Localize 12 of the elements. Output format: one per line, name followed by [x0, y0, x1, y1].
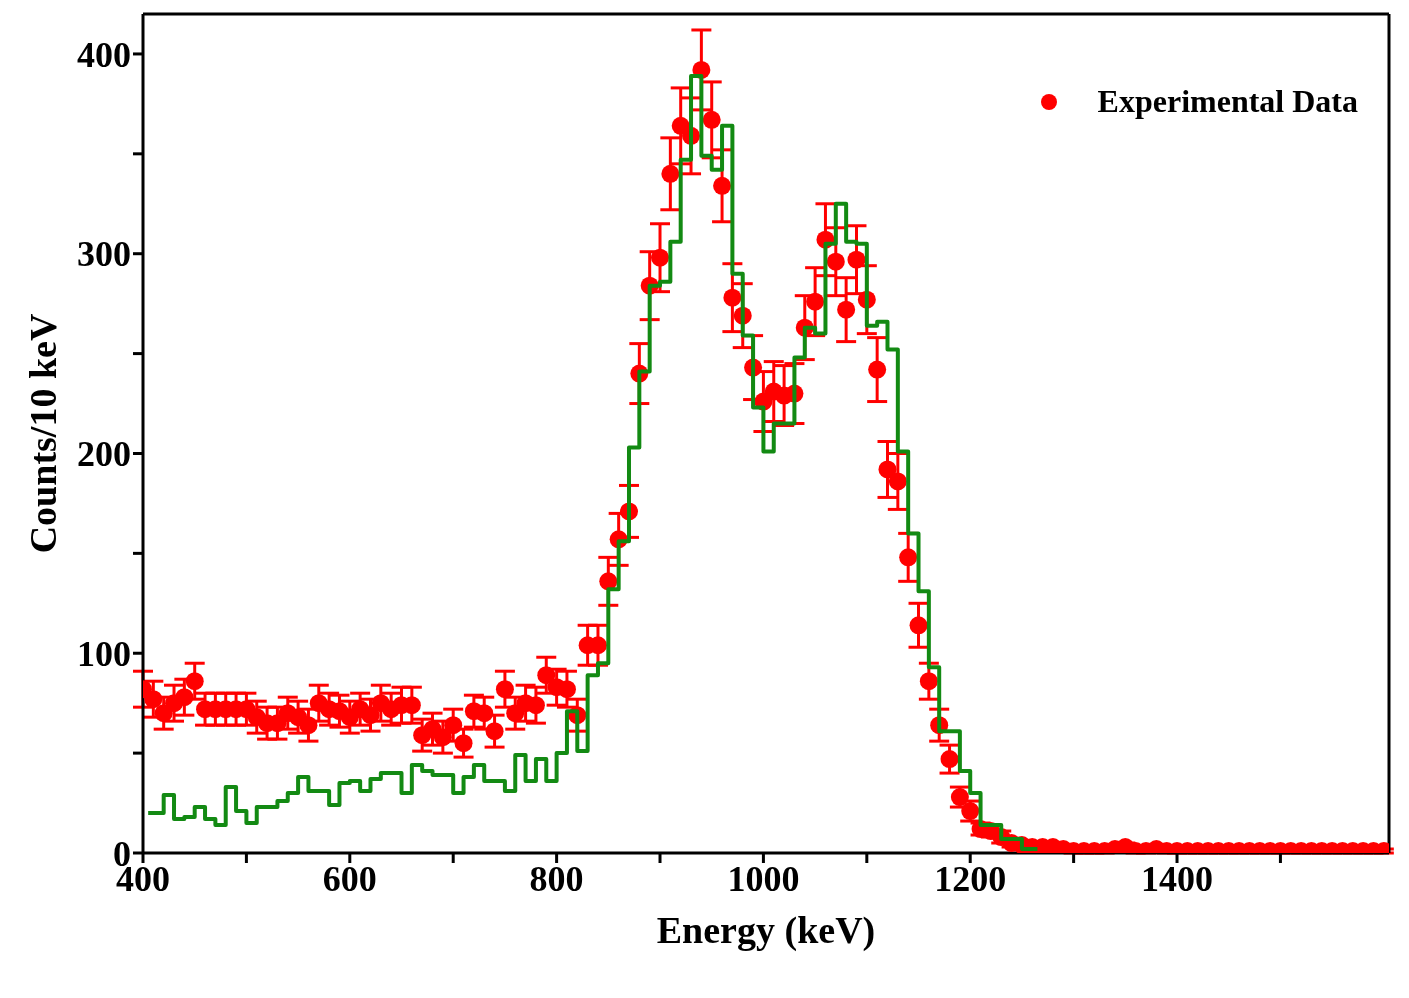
y-tick-label: 300: [77, 234, 131, 275]
y-axis-title: Counts/10 keV: [22, 313, 65, 554]
y-tick-label: 400: [77, 34, 131, 75]
x-tick-label: 800: [529, 858, 584, 899]
x-tick-label: 1200: [934, 858, 1007, 899]
x-tick-label: 1400: [1141, 858, 1214, 899]
x-tick-label: 600: [322, 858, 377, 899]
y-tick-label: 100: [77, 634, 131, 675]
y-tick-label: 200: [77, 434, 131, 475]
x-axis-title: Energy (keV): [656, 909, 876, 952]
x-tick-label: 1000: [727, 858, 800, 899]
legend-label: Experimental Data: [1097, 83, 1358, 120]
